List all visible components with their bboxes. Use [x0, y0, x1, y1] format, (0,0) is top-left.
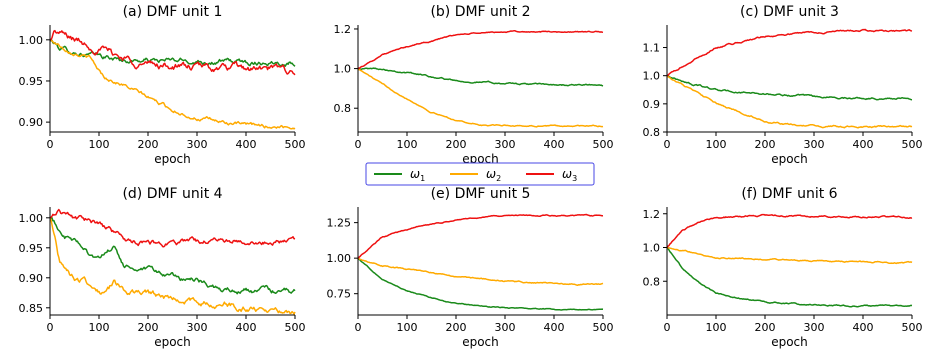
x-tick-label: 200 — [446, 138, 467, 151]
x-tick-label: 0 — [355, 321, 362, 334]
x-tick-label: 400 — [853, 138, 874, 151]
series-line-omega1 — [49, 217, 296, 295]
y-tick-label: 1.0 — [643, 242, 661, 255]
legend-label-omega2: ω2 — [486, 167, 501, 183]
x-tick-label: 300 — [187, 138, 208, 151]
x-axis-label: epoch — [154, 152, 191, 166]
y-tick-label: 0.75 — [327, 288, 352, 301]
x-tick-label: 100 — [706, 138, 727, 151]
x-tick-label: 400 — [236, 321, 257, 334]
x-tick-label: 100 — [89, 321, 110, 334]
y-tick-label: 1.0 — [334, 63, 352, 76]
x-tick-label: 100 — [397, 138, 418, 151]
x-tick-label: 400 — [544, 321, 565, 334]
legend: ω1 ω2 ω3 — [365, 162, 595, 186]
legend-label-omega1: ω1 — [410, 167, 425, 183]
y-tick-label: 0.90 — [19, 116, 44, 129]
series-line-omega3 — [666, 28, 913, 77]
x-tick-label: 500 — [285, 138, 306, 151]
x-tick-label: 300 — [804, 138, 825, 151]
x-tick-label: 400 — [853, 321, 874, 334]
panel-title: (f) DMF unit 6 — [741, 186, 837, 202]
chart-panel-5: (e) DMF unit 5 0 100 200 300 400 500 0.75 1.00 1.… — [327, 186, 614, 349]
series-line-omega3 — [357, 213, 604, 259]
panel-title: (c) DMF unit 3 — [740, 4, 839, 20]
chart-panel-2: (b) DMF unit 20 100 200 300 400 5000.81.01.2e… — [334, 4, 614, 166]
x-tick-label: 100 — [397, 321, 418, 334]
series-line-omega2 — [357, 68, 604, 128]
y-tick-label: 0.90 — [19, 272, 44, 285]
x-tick-label: 300 — [804, 321, 825, 334]
x-tick-label: 400 — [544, 138, 565, 151]
y-tick-label: 0.85 — [19, 302, 44, 315]
y-tick-label: 1.00 — [19, 212, 44, 225]
x-axis-label: epoch — [462, 335, 499, 349]
series-line-omega1 — [49, 39, 296, 68]
chart-panel-3: (c) DMF unit 3 0 100 200 300 400 500 0.8 0.9 1.0 1… — [643, 4, 923, 166]
series-line-omega3 — [357, 29, 604, 70]
y-tick-label: 1.0 — [643, 70, 661, 83]
x-tick-label: 100 — [706, 321, 727, 334]
series-line-omega2 — [666, 75, 913, 129]
series-line-omega2 — [357, 257, 604, 287]
chart-panel-6: (f) DMF unit 6 0 100 200 300 400 500 0.8 1.0 1.2 e… — [643, 186, 923, 349]
panel-title: (a) DMF unit 1 — [123, 4, 223, 20]
legend-label-omega3: ω3 — [562, 167, 577, 183]
x-tick-label: 500 — [902, 138, 923, 151]
y-tick-label: 1.2 — [643, 208, 661, 221]
x-tick-label: 400 — [236, 138, 257, 151]
y-tick-label: 1.25 — [327, 217, 352, 230]
y-tick-label: 0.95 — [19, 242, 44, 255]
x-tick-label: 0 — [664, 138, 671, 151]
x-tick-label: 200 — [755, 138, 776, 151]
x-tick-label: 100 — [89, 138, 110, 151]
chart-panel-4: (d) DMF unit 4 0 100 200 300 400 500 0.85 0.90 0.… — [19, 186, 306, 349]
series-line-omega1 — [666, 74, 913, 101]
x-tick-label: 200 — [138, 138, 159, 151]
x-axis-label: epoch — [154, 335, 191, 349]
x-tick-label: 500 — [593, 138, 614, 151]
series-line-omega1 — [357, 257, 604, 311]
y-tick-label: 0.8 — [643, 275, 661, 288]
x-tick-label: 0 — [355, 138, 362, 151]
x-tick-label: 500 — [285, 321, 306, 334]
series-line-omega3 — [49, 208, 296, 248]
x-axis-label: epoch — [771, 152, 808, 166]
x-tick-label: 300 — [495, 321, 516, 334]
chart-panel-1: (a) DMF unit 1 0 100 200 300 400 500 0.90 0.95 1.… — [19, 4, 306, 166]
y-tick-label: 1.00 — [19, 34, 44, 47]
x-tick-label: 200 — [446, 321, 467, 334]
y-tick-label: 1.00 — [327, 252, 352, 265]
panel-title: (b) DMF unit 2 — [430, 4, 530, 20]
x-tick-label: 0 — [47, 138, 54, 151]
legend-frame — [365, 162, 595, 186]
x-tick-label: 0 — [47, 321, 54, 334]
y-tick-label: 1.2 — [334, 23, 352, 36]
y-tick-label: 0.95 — [19, 75, 44, 88]
panel-title: (e) DMF unit 5 — [431, 186, 531, 202]
x-axis-label: epoch — [771, 335, 808, 349]
x-tick-label: 200 — [755, 321, 776, 334]
series-line-omega3 — [666, 213, 913, 248]
x-tick-label: 200 — [138, 321, 159, 334]
x-tick-label: 0 — [664, 321, 671, 334]
series-line-omega2 — [49, 217, 296, 315]
series-line-omega2 — [49, 38, 296, 130]
y-tick-label: 1.1 — [643, 42, 661, 55]
panels: (a) DMF unit 10 100 200 300 400 5000.900.951.… — [19, 4, 923, 349]
panel-title: (d) DMF unit 4 — [122, 186, 222, 202]
y-tick-label: 0.9 — [643, 98, 661, 111]
series-line-omega1 — [357, 67, 604, 87]
series-line-omega3 — [49, 29, 296, 76]
x-tick-label: 300 — [187, 321, 208, 334]
x-tick-label: 300 — [495, 138, 516, 151]
x-tick-label: 500 — [902, 321, 923, 334]
series-line-omega2 — [666, 246, 913, 265]
x-tick-label: 500 — [593, 321, 614, 334]
series-line-omega1 — [666, 246, 913, 308]
y-tick-label: 0.8 — [334, 102, 352, 115]
y-tick-label: 0.8 — [643, 126, 661, 139]
